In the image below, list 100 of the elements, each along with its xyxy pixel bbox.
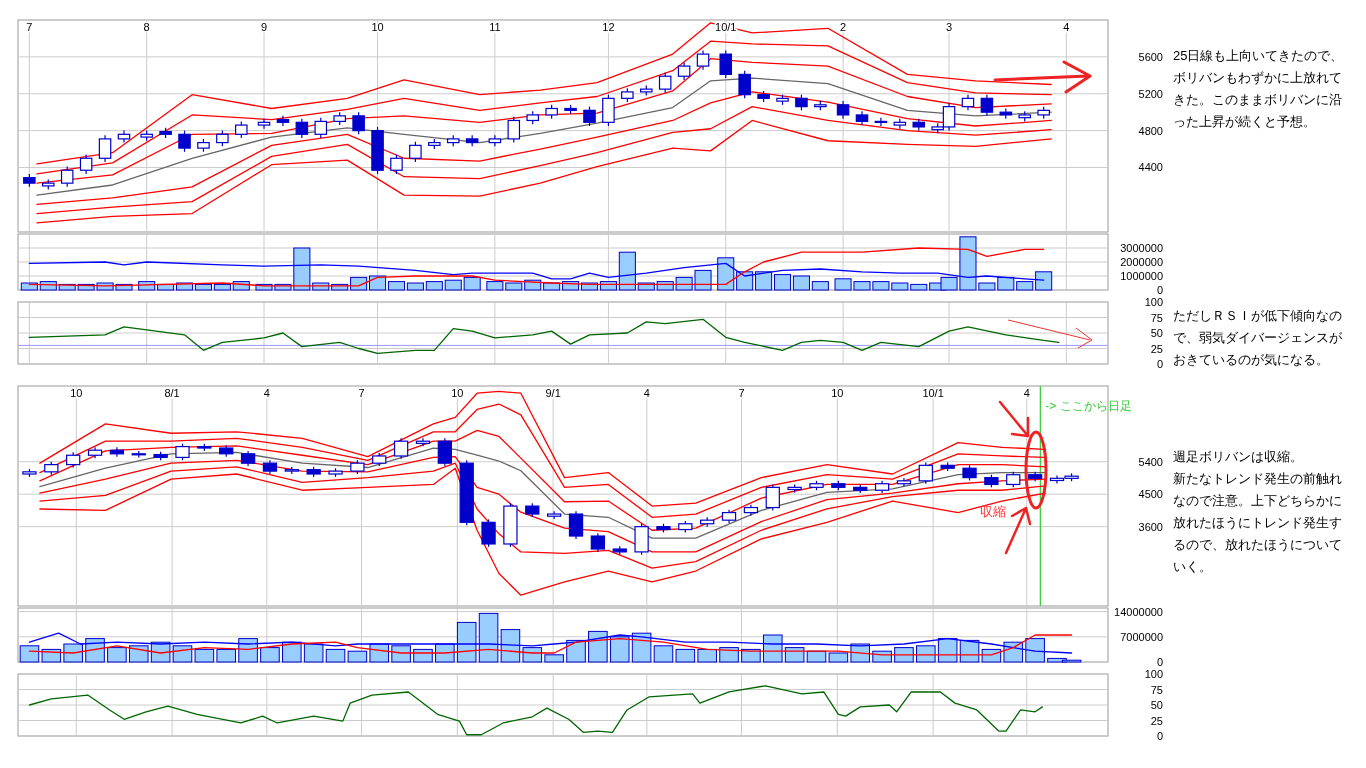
bar [544,654,564,663]
bar [543,282,561,291]
candlestick [602,94,615,127]
bar [566,639,586,663]
candlestick [980,94,994,117]
y-tick-label: 14000000 [1114,605,1163,618]
text: 新たなトレンド発生の前触れなので注意。上下どちらかに放れたほうにトレンド発生するので、放れたほうについていく。 [1173,471,1342,574]
y-tick-label: 5400 [1138,455,1163,468]
bar [213,283,231,291]
y-tick-label: 75 [1150,311,1163,324]
line-series [39,447,1047,539]
x-tick-label: 10/1 [922,387,944,399]
y-tick-label: 100 [1144,668,1163,680]
candlestick [295,118,309,139]
y-tick-label: 0 [1156,730,1163,742]
y-tick-label: 4500 [1138,488,1163,501]
line-series [36,22,1052,165]
y-tick-label: 4800 [1138,124,1163,137]
y-tick-label: 100 [1144,296,1163,308]
candlestick [658,71,672,94]
bar [981,648,1002,663]
bar [194,283,212,291]
bar [697,648,717,663]
annotation: 収縮 [980,504,1006,519]
y-tick-label: 75 [1150,683,1163,696]
bar [806,650,827,663]
line-series [28,247,1045,287]
y-tick-label: 2000000 [1120,256,1163,268]
bar [63,643,83,663]
candlestick [178,130,191,153]
bar [20,282,38,291]
candlestick [590,532,606,553]
candlestick [276,115,290,127]
candlestick [390,153,403,175]
candlestick [874,117,888,127]
x-tick-label: 10 [371,21,384,33]
line-series [36,105,1052,215]
y-tick-label: 7000000 [1120,630,1163,643]
y-tick-label: 4400 [1138,161,1163,174]
bar [303,643,324,663]
bar [828,652,849,663]
candlestick [488,134,502,147]
x-tick-label: 10 [831,387,844,399]
x-tick-label: 4 [643,387,650,399]
y-tick-label: 0 [1156,284,1163,296]
bar [784,647,805,663]
candlestick [719,49,733,79]
text: 25日線も上向いてきたので、ボリバンもわずかに上放れてきた。このままボリバンに沿った上昇が続くと予想。 [1173,48,1344,129]
y-tick-label: 3000000 [1120,242,1163,254]
x-tick-label: 4 [1023,387,1030,399]
bar [325,648,346,663]
line-series [36,77,1052,196]
bar [19,645,40,663]
x-tick-label: 4 [1063,21,1070,33]
x-tick-label: 2 [840,21,847,33]
bar [588,630,608,663]
bar [260,647,280,663]
bar [128,645,149,663]
line-series [28,261,1045,281]
candlestick [696,49,710,71]
y-tick-label: 25 [1150,342,1163,355]
bar [675,648,696,663]
x-tick-label: 7 [26,21,33,33]
line-series [36,40,1052,175]
candlestick [896,477,912,488]
candlestick [583,106,596,127]
bar [755,271,773,291]
candlestick [437,437,452,467]
text: ただしＲＳＩが低下傾向なので、弱気ダイバージェンスがおきているのが気になる。 [1173,308,1343,367]
bar [456,621,477,663]
line-series [36,91,1052,205]
bar [717,257,735,291]
y-tick-label: 0 [1156,358,1163,370]
y-tick-label: 1000000 [1120,270,1163,282]
y-tick-label: 50 [1150,327,1163,339]
bar [792,275,810,291]
bar [894,647,914,663]
text: 週足ボリバンは収縮。 [1173,449,1303,464]
x-tick-label: 7 [358,387,365,399]
bar [937,638,958,663]
bar [194,648,215,663]
x-tick-label: 8 [143,21,150,33]
candlestick [409,141,422,163]
y-tick-label: 3600 [1138,520,1163,533]
candlestick [481,518,496,548]
x-tick-label: 8/1 [164,387,180,399]
ref-line-label: -> ここから日足 [1045,399,1132,413]
bar [631,632,652,663]
x-tick-label: 12 [602,21,615,33]
bar [369,275,387,291]
line-series [28,318,1060,355]
candlestick [507,116,521,144]
candlestick [314,117,328,139]
bar [762,634,783,663]
candlestick [738,70,751,99]
y-tick-label: 0 [1156,656,1163,668]
line-series [39,403,1047,518]
bar [347,650,368,663]
bar [425,281,443,291]
x-tick-label: 10 [70,387,83,399]
